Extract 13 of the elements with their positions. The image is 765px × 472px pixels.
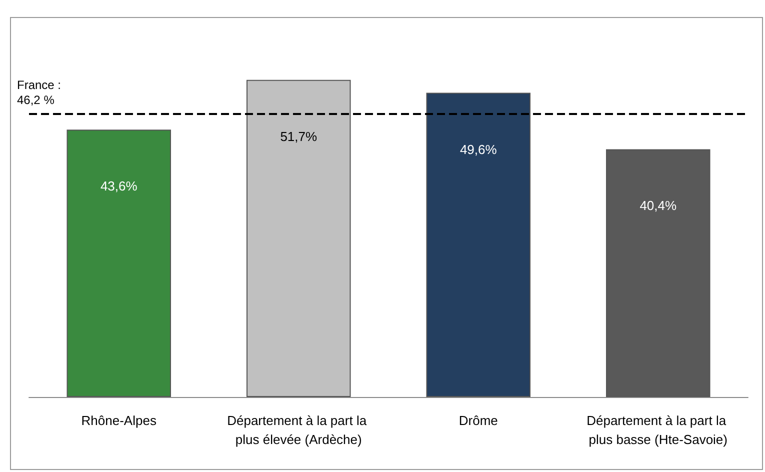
x-tick-label: Drôme — [458, 413, 498, 428]
bar — [606, 149, 710, 397]
data-label: 49,6% — [460, 142, 498, 157]
bar — [426, 92, 531, 397]
data-label: 43,6% — [100, 178, 138, 194]
data-label: 40,4% — [640, 198, 677, 214]
bar — [246, 80, 351, 397]
data-label: 51,7% — [280, 128, 318, 144]
bar — [66, 130, 172, 397]
x-tick-label: Département à la part la plus basse (Hte-Savoie) — [586, 413, 730, 447]
ref-line-label: France : 46,2 % — [17, 78, 62, 108]
x-tick-label: Rhône-Alpes — [81, 413, 157, 428]
x-tick-label: Département à la part la plus élevée (Ardèche) — [227, 413, 370, 447]
